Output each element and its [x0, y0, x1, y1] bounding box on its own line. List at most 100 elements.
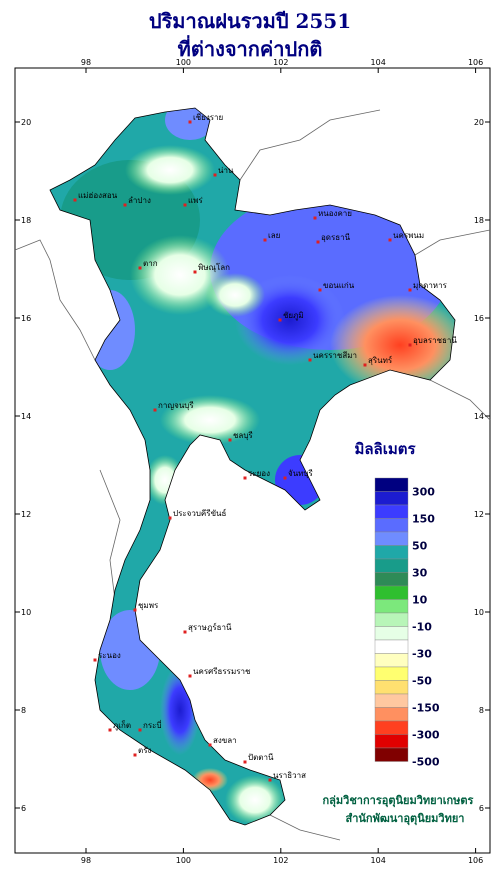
- city-marker: [73, 198, 77, 202]
- y-tick-label: 12: [474, 510, 484, 519]
- legend-label: -500: [412, 756, 440, 769]
- x-tick-label: 102: [273, 58, 288, 67]
- city-label: นราธิวาส: [273, 771, 306, 780]
- city-label: กาญจนบุรี: [158, 401, 194, 410]
- city-marker: [363, 363, 367, 367]
- city-marker: [228, 438, 232, 442]
- city-label: สุรินทร์: [368, 355, 393, 365]
- legend-swatch: [374, 491, 409, 506]
- legend-swatch: [374, 504, 409, 519]
- city-marker: [108, 728, 112, 732]
- legend-swatch: [374, 707, 409, 722]
- legend-swatch: [374, 666, 409, 681]
- title: ปริมาณฝนรวมปี 2551: [149, 9, 351, 33]
- city-label: นครศรีธรรมราช: [193, 667, 251, 676]
- legend-swatch: [374, 734, 409, 749]
- city-marker: [193, 270, 197, 274]
- city-marker: [183, 203, 187, 207]
- legend-label: 50: [412, 540, 428, 553]
- city-label: ชัยภูมิ: [283, 311, 304, 321]
- y-tick-label: 10: [474, 608, 484, 617]
- legend-label: 300: [412, 486, 435, 499]
- x-tick-label: 98: [81, 58, 91, 67]
- city-marker: [388, 238, 392, 242]
- city-marker: [133, 608, 137, 612]
- city-marker: [316, 240, 320, 244]
- city-marker: [93, 658, 97, 662]
- y-tick-label: 10: [21, 608, 31, 617]
- legend-swatch: [374, 599, 409, 614]
- legend-label: -10: [412, 621, 432, 634]
- city-marker: [138, 266, 142, 270]
- y-tick-label: 16: [21, 314, 31, 323]
- x-tick-label: 106: [468, 58, 483, 67]
- city-label: กระบี่: [143, 719, 162, 730]
- neighbor-borders: [14, 109, 491, 841]
- legend-label: -300: [412, 729, 440, 742]
- city-marker: [243, 760, 247, 764]
- legend-swatch: [374, 747, 409, 762]
- legend-swatch: [374, 653, 409, 668]
- city-label: ภูเก็ต: [113, 720, 131, 731]
- city-label: เลย: [268, 231, 280, 240]
- legend-swatch: [374, 680, 409, 695]
- city-label: ระยอง: [248, 469, 270, 478]
- x-tick-label: 104: [371, 856, 386, 865]
- city-marker: [283, 476, 287, 480]
- legend-swatch: [374, 518, 409, 533]
- city-marker: [188, 674, 192, 678]
- legend-swatch: [374, 639, 409, 654]
- legend-swatch: [374, 612, 409, 627]
- x-tick-label: 104: [371, 58, 386, 67]
- city-label: สุราษฎร์ธานี: [188, 622, 232, 632]
- y-tick-label: 18: [21, 216, 31, 225]
- city-marker: [153, 408, 157, 412]
- x-tick-label: 102: [273, 856, 288, 865]
- legend-label: -150: [412, 702, 440, 715]
- city-marker: [408, 288, 412, 292]
- footer-line1: กลุ่มวิชาการอุตุนิยมวิทยาเกษตร: [323, 794, 474, 808]
- legend-swatch: [374, 531, 409, 546]
- city-label: หนองคาย: [318, 209, 352, 218]
- y-tick-label: 14: [474, 412, 484, 421]
- city-label: สงขลา: [213, 736, 237, 745]
- city-label: น่าน: [218, 166, 234, 175]
- legend-swatch: [374, 545, 409, 560]
- city-label: ชุมพร: [138, 601, 159, 610]
- city-label: ปัตตานี: [248, 753, 274, 762]
- city-label: ตาก: [143, 259, 158, 268]
- legend-swatch: [374, 572, 409, 587]
- city-label: เชียงราย: [193, 113, 223, 122]
- x-tick-label: 100: [176, 58, 191, 67]
- y-tick-label: 8: [21, 706, 26, 715]
- legend-label: -30: [412, 648, 432, 661]
- legend-title: มิลลิเมตร: [354, 440, 416, 458]
- city-label: อุดรธานี: [321, 233, 351, 242]
- city-marker: [188, 120, 192, 124]
- city-label: ระนอง: [98, 651, 121, 660]
- y-tick-label: 12: [21, 510, 31, 519]
- city-marker: [308, 358, 312, 362]
- legend-swatch: [374, 558, 409, 573]
- legend-swatch: [374, 626, 409, 641]
- city-marker: [243, 476, 247, 480]
- y-tick-label: 20: [21, 118, 31, 127]
- footer-line2: สำนักพัฒนาอุตุนิยมวิทยา: [346, 812, 465, 826]
- city-marker: [213, 173, 217, 177]
- y-tick-label: 20: [474, 118, 484, 127]
- city-label: อุบลราชธานี: [413, 336, 457, 345]
- city-marker: [168, 516, 172, 520]
- city-marker: [318, 288, 322, 292]
- city-label: มุกดาหาร: [413, 281, 448, 290]
- legend-swatch: [374, 720, 409, 735]
- legend-label: 30: [412, 567, 428, 580]
- city-label: พิษณุโลก: [198, 262, 230, 272]
- city-label: ชลบุรี: [233, 431, 253, 440]
- y-tick-label: 6: [479, 804, 484, 813]
- y-tick-label: 14: [21, 412, 31, 421]
- x-tick-label: 106: [468, 856, 483, 865]
- city-marker: [133, 753, 137, 757]
- city-label: นครพนม: [393, 231, 424, 240]
- y-tick-label: 8: [479, 706, 484, 715]
